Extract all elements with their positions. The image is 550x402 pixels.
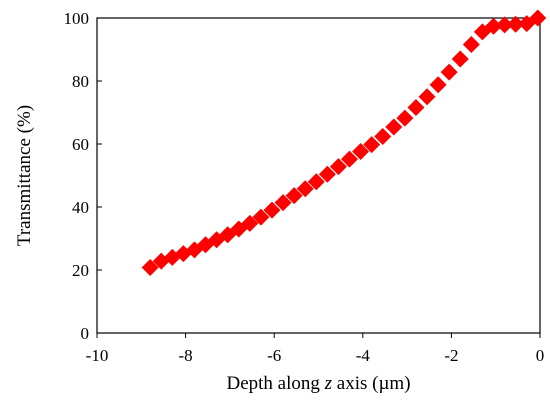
x-tick-label: 0 <box>536 346 545 365</box>
data-point <box>241 214 259 232</box>
data-point <box>440 63 458 81</box>
y-tick-label: 60 <box>72 135 89 154</box>
data-point <box>285 187 303 205</box>
data-point <box>396 109 414 127</box>
data-point <box>429 76 447 94</box>
data-point <box>451 50 469 68</box>
data-point <box>252 208 270 226</box>
data-point <box>341 150 359 168</box>
y-tick-label: 80 <box>72 72 89 91</box>
data-point <box>307 173 325 191</box>
data-point <box>263 201 281 219</box>
data-point <box>318 165 336 183</box>
data-point <box>418 88 436 106</box>
data-point <box>529 9 547 27</box>
y-tick-label: 20 <box>72 261 89 280</box>
data-point <box>141 258 159 276</box>
x-axis-title: Depth along z axis (µm) <box>226 373 410 394</box>
data-point <box>507 15 525 33</box>
x-tick-label: -2 <box>444 346 458 365</box>
data-point <box>407 98 425 116</box>
data-point <box>274 194 292 212</box>
y-tick-label: 0 <box>81 324 90 343</box>
data-point <box>484 17 502 35</box>
data-point <box>374 127 392 145</box>
x-tick-label: -6 <box>267 346 281 365</box>
x-tick-label: -8 <box>179 346 193 365</box>
data-points <box>141 9 547 276</box>
data-point <box>329 158 347 176</box>
y-axis-ticks: 0 20 40 60 80 100 <box>64 9 102 343</box>
y-axis-title: Transmittance (%) <box>14 105 35 246</box>
x-tick-label: -10 <box>86 346 109 365</box>
data-point <box>496 16 514 34</box>
data-point <box>296 180 314 198</box>
y-tick-label: 100 <box>64 9 90 28</box>
y-tick-label: 40 <box>72 198 89 217</box>
data-point <box>363 136 381 154</box>
data-point <box>385 118 403 136</box>
x-tick-label: -4 <box>356 346 371 365</box>
plot-frame <box>96 17 541 334</box>
data-point <box>462 35 480 53</box>
x-axis-ticks: -10 -8 -6 -4 -2 0 <box>86 333 545 365</box>
data-point <box>352 143 370 161</box>
